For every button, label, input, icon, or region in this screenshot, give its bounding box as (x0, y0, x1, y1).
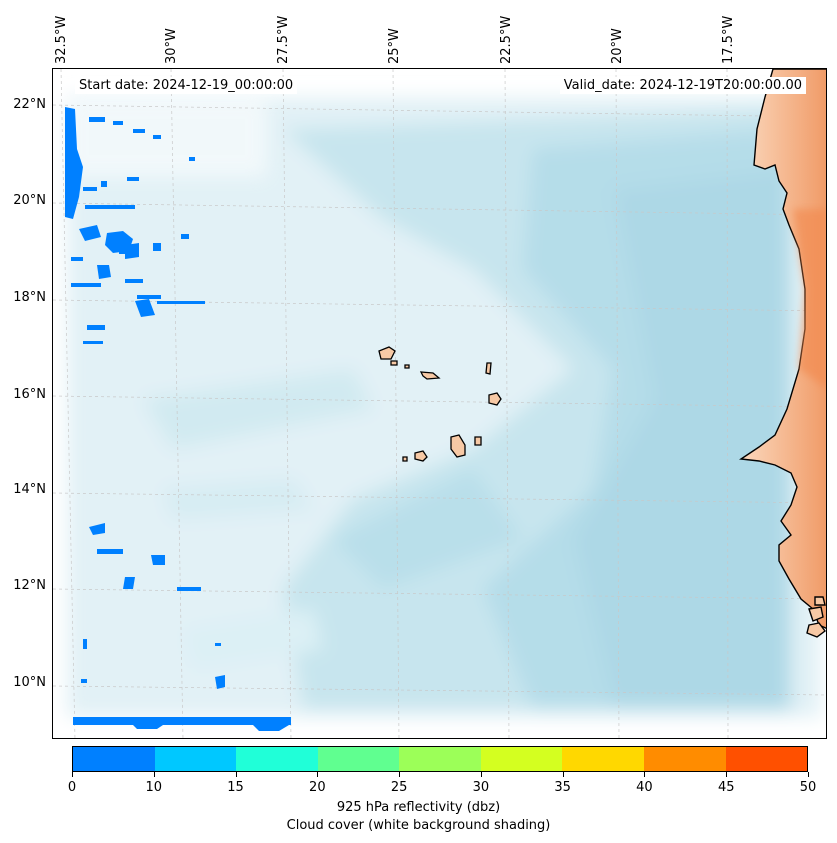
lon-label-20w: 20°W (610, 28, 625, 64)
colorbar-tick (808, 772, 809, 777)
colorbar-tick-label: 45 (717, 780, 735, 795)
colorbar-tick (562, 772, 564, 777)
clear-sky-patch (67, 97, 267, 177)
colorbar-tick-label: 50 (799, 780, 817, 795)
colorbar-tick (726, 772, 728, 777)
african-coastline (739, 69, 826, 638)
colorbar-tick (480, 772, 482, 777)
lat-label-10n: 10°N (13, 675, 46, 690)
lon-label-25w: 25°W (387, 28, 402, 64)
lon-label-17.5w: 17.5°W (721, 15, 736, 64)
lat-label-22n: 22°N (13, 97, 46, 112)
colorbar-tick-label: 25 (390, 780, 408, 795)
lon-label-22.5w: 22.5°W (499, 15, 514, 64)
map-canvas (53, 69, 826, 738)
start-date-label: Start date: 2024-12-19_00:00:00 (75, 77, 298, 94)
colorbar-label-line1: 925 hPa reflectivity (dbz) (336, 800, 501, 815)
lat-label-18n: 18°N (13, 290, 46, 305)
colorbar-segment-3 (317, 747, 400, 771)
colorbar-tick (644, 772, 646, 777)
lat-label-12n: 12°N (13, 578, 46, 593)
colorbar-segment-0 (73, 747, 155, 771)
reflectivity-patches (65, 107, 291, 731)
lon-label-30w: 30°W (164, 28, 179, 64)
colorbar-tick (399, 772, 401, 777)
cloud-cover-shading (67, 97, 821, 717)
lon-label-32.5w: 32.5°W (54, 15, 69, 64)
colorbar-tick-label: 10 (145, 780, 163, 795)
colorbar-tick (235, 772, 237, 777)
cape-verde-islands (378, 346, 502, 462)
colorbar-segment-8 (725, 747, 808, 771)
colorbar-label-line2: Cloud cover (white background shading) (286, 818, 551, 833)
lat-label-14n: 14°N (13, 482, 46, 497)
colorbar-tick-label: 0 (67, 780, 77, 795)
colorbar-tick (153, 772, 155, 777)
colorbar-tick-label: 40 (636, 780, 653, 795)
map-panel[interactable]: Start date: 2024-12-19_00:00:00 Valid_da… (52, 68, 827, 739)
graticule (53, 69, 826, 738)
colorbar-tick-label: 20 (309, 780, 326, 795)
colorbar-segment-6 (562, 747, 644, 771)
lat-label-20n: 20°N (13, 193, 46, 208)
colorbar-segment-4 (399, 747, 481, 771)
colorbar-segment-1 (154, 747, 237, 771)
colorbar-segment-2 (236, 747, 318, 771)
inland-shading (793, 209, 826, 388)
colorbar-segment-5 (480, 747, 563, 771)
colorbar-tick-label: 30 (472, 780, 490, 795)
colorbar-tick-label: 15 (227, 780, 244, 795)
colorbar-tick-label: 35 (554, 780, 571, 795)
colorbar-segment-7 (643, 747, 726, 771)
lon-label-27.5w: 27.5°W (276, 15, 291, 64)
valid-date-label: Valid_date: 2024-12-19T20:00:00.00 (559, 77, 806, 94)
colorbar-tick (317, 772, 319, 777)
colorbar (72, 746, 808, 772)
colorbar-tick (72, 772, 73, 777)
lat-label-16n: 16°N (13, 387, 46, 402)
